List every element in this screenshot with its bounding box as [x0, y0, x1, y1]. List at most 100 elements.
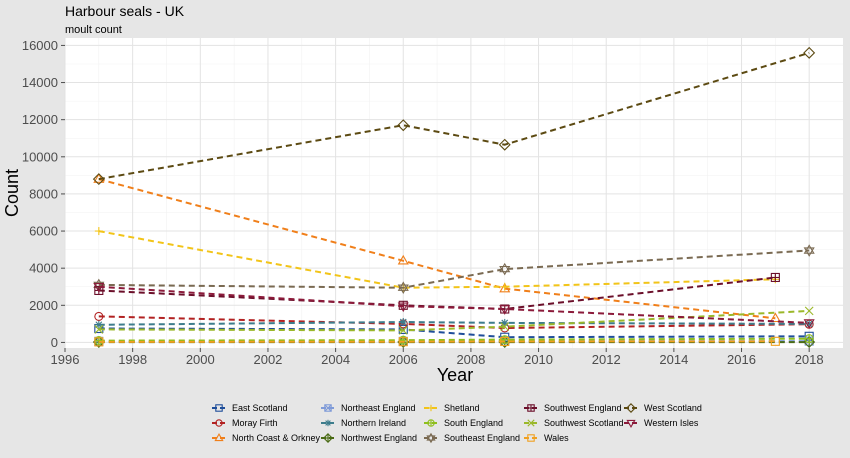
data-point-marker: [397, 302, 409, 313]
marker-shape: [397, 302, 409, 313]
legend-label: Southwest England: [544, 403, 622, 413]
marker-shape: [397, 281, 409, 291]
data-point-marker: [94, 227, 103, 236]
legend-label: Southeast England: [444, 433, 520, 443]
marker-shape: [426, 435, 436, 444]
data-point-marker: [769, 312, 781, 323]
marker-shape: [626, 403, 636, 413]
data-point-marker: [803, 46, 816, 59]
data-point-marker: [499, 305, 511, 315]
legend-item: Southeast England: [424, 432, 520, 444]
legend-label: West Scotland: [644, 403, 702, 413]
legend-item: Southwest Scotland: [524, 418, 624, 428]
legend-item: Moray Firth: [212, 418, 278, 428]
y-tick-label: 10000: [22, 149, 58, 164]
x-tick-label: 2010: [524, 352, 553, 367]
marker-shape: [499, 262, 511, 273]
legend-item: Northwest England: [321, 433, 417, 443]
marker-shape: [499, 282, 511, 293]
marker-shape: [770, 336, 780, 346]
legend-label: Wales: [544, 433, 569, 443]
data-point-marker: [215, 404, 223, 412]
marker-stroke: [527, 419, 535, 427]
series-line: [98, 51, 810, 181]
series-line: [98, 285, 810, 324]
series-line: [98, 309, 810, 332]
marker-shape: [527, 434, 535, 442]
plot-panel: [65, 38, 843, 348]
data-point-marker: [324, 419, 332, 427]
marker-shape: [397, 284, 409, 294]
data-point-marker: [397, 281, 409, 294]
marker-shape: [215, 404, 223, 412]
marker-stroke: [324, 404, 332, 412]
chart-title: Harbour seals - UK: [65, 3, 185, 19]
data-point-marker: [770, 272, 780, 283]
data-point-marker: [94, 311, 104, 321]
y-tick-label: 0: [51, 335, 58, 350]
data-point-marker: [94, 337, 104, 347]
marker-stroke: [805, 320, 813, 328]
data-point-marker: [427, 419, 435, 427]
data-point-marker: [626, 403, 636, 413]
legend-item: Northern Ireland: [321, 418, 406, 428]
marker-stroke: [804, 306, 814, 316]
data-point-marker: [397, 119, 410, 132]
data-point-marker: [427, 404, 435, 412]
marker-shape: [499, 305, 511, 315]
marker-shape: [214, 433, 224, 442]
marker-stroke: [399, 318, 407, 326]
data-point-marker: [803, 244, 815, 257]
legend-label: Shetland: [444, 403, 480, 413]
data-point-marker: [804, 334, 814, 344]
x-tick-label: 2018: [795, 352, 824, 367]
marker-stroke: [94, 325, 104, 334]
data-point-marker: [500, 318, 509, 327]
legend-item: Western Isles: [624, 418, 699, 428]
data-point-marker: [498, 138, 511, 151]
legend-label: Northern Ireland: [341, 418, 406, 428]
y-tick-label: 4000: [29, 261, 58, 276]
data-point-marker: [500, 336, 510, 347]
marker-stroke: [500, 322, 510, 332]
series-group: [94, 336, 780, 347]
series-group: [93, 282, 815, 329]
series-group: [92, 46, 816, 186]
data-point-marker: [527, 434, 535, 442]
legend-label: Western Isles: [644, 418, 699, 428]
data-point-marker: [215, 419, 223, 427]
data-point-marker: [92, 173, 105, 186]
marker-stroke: [398, 325, 408, 335]
data-point-marker: [324, 404, 332, 412]
x-tick-label: 1998: [118, 352, 147, 367]
legend-label: Northeast England: [341, 403, 416, 413]
data-point-marker: [93, 282, 105, 293]
data-point-marker: [500, 282, 509, 291]
marker-shape: [498, 138, 511, 151]
data-point-marker: [527, 419, 535, 427]
marker-shape: [803, 247, 815, 257]
series-line: [98, 340, 776, 343]
legend-label: Moray Firth: [232, 418, 278, 428]
marker-shape: [324, 404, 332, 412]
marker-shape: [397, 254, 409, 265]
series-line: [98, 249, 810, 289]
marker-shape: [803, 319, 815, 329]
series-lines: [92, 46, 816, 349]
legend-item: West Scotland: [624, 403, 702, 413]
x-tick-label: 2014: [659, 352, 688, 367]
data-point-marker: [398, 325, 408, 335]
series-line: [98, 337, 810, 342]
marker-shape: [499, 265, 511, 276]
y-tick-label: 2000: [29, 298, 58, 313]
legend-item: Shetland: [424, 403, 480, 413]
marker-shape: [398, 337, 408, 347]
legend-label: Southwest Scotland: [544, 418, 624, 428]
data-point-marker: [803, 319, 815, 329]
chart-subtitle: moult count: [65, 24, 122, 36]
series-line: [98, 315, 810, 330]
data-point-marker: [626, 419, 636, 428]
x-tick-label: 2002: [253, 352, 282, 367]
data-point-marker: [323, 433, 333, 443]
marker-shape: [94, 311, 104, 321]
